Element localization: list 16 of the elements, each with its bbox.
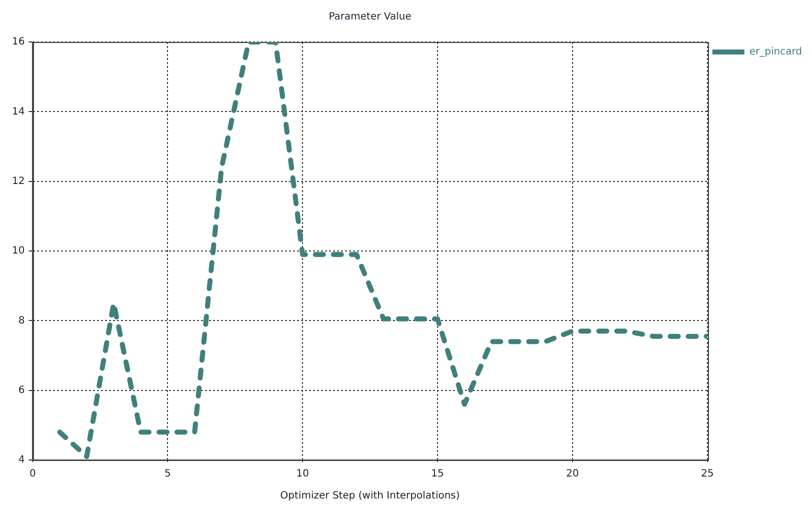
y-tick-label: 4 — [18, 454, 25, 466]
y-tick-label: 8 — [18, 315, 25, 326]
x-tick-label: 25 — [700, 468, 714, 480]
x-tick-label: 5 — [164, 468, 171, 480]
x-tick-label: 20 — [566, 468, 579, 480]
chart-title: Parameter Value — [328, 12, 412, 23]
legend-label: er_pincard — [749, 46, 802, 58]
x-axis-title: Optimizer Step (with Interpolations) — [280, 490, 460, 502]
x-tick-label: 10 — [296, 468, 309, 480]
y-tick-label: 14 — [12, 106, 25, 118]
y-tick-label: 6 — [18, 384, 25, 396]
x-tick-label: 0 — [30, 468, 36, 480]
x-tick-label: 15 — [431, 468, 444, 480]
y-tick-label: 10 — [12, 246, 25, 257]
y-tick-label: 16 — [12, 36, 25, 48]
y-tick-label: 12 — [12, 176, 25, 187]
